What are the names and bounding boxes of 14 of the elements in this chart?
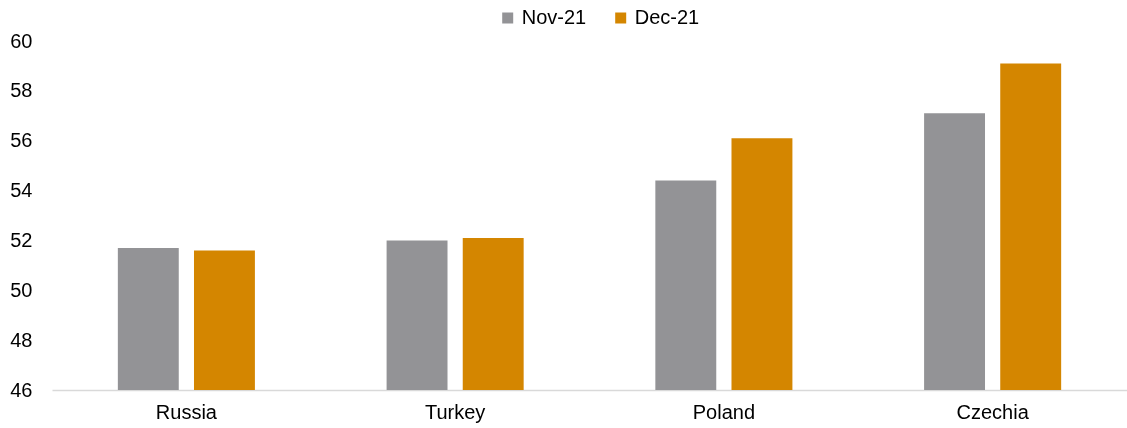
x-tick-label: Czechia [956, 400, 1030, 423]
y-tick-label: 58 [10, 79, 33, 102]
legend-label: Nov-21 [521, 6, 587, 28]
legend-label: Dec-21 [634, 6, 700, 28]
y-tick-label: 56 [10, 129, 33, 152]
x-tick-label: Russia [155, 400, 218, 423]
x-tick-label: Poland [692, 400, 756, 423]
y-tick-label: 52 [10, 228, 33, 251]
y-tick-label: 60 [10, 29, 33, 52]
y-tick-label: 48 [10, 328, 33, 351]
y-tick-label: 54 [10, 179, 33, 202]
x-tick-label: Turkey [424, 400, 486, 423]
y-tick-label: 46 [10, 378, 33, 401]
y-tick-label: 50 [10, 278, 33, 301]
